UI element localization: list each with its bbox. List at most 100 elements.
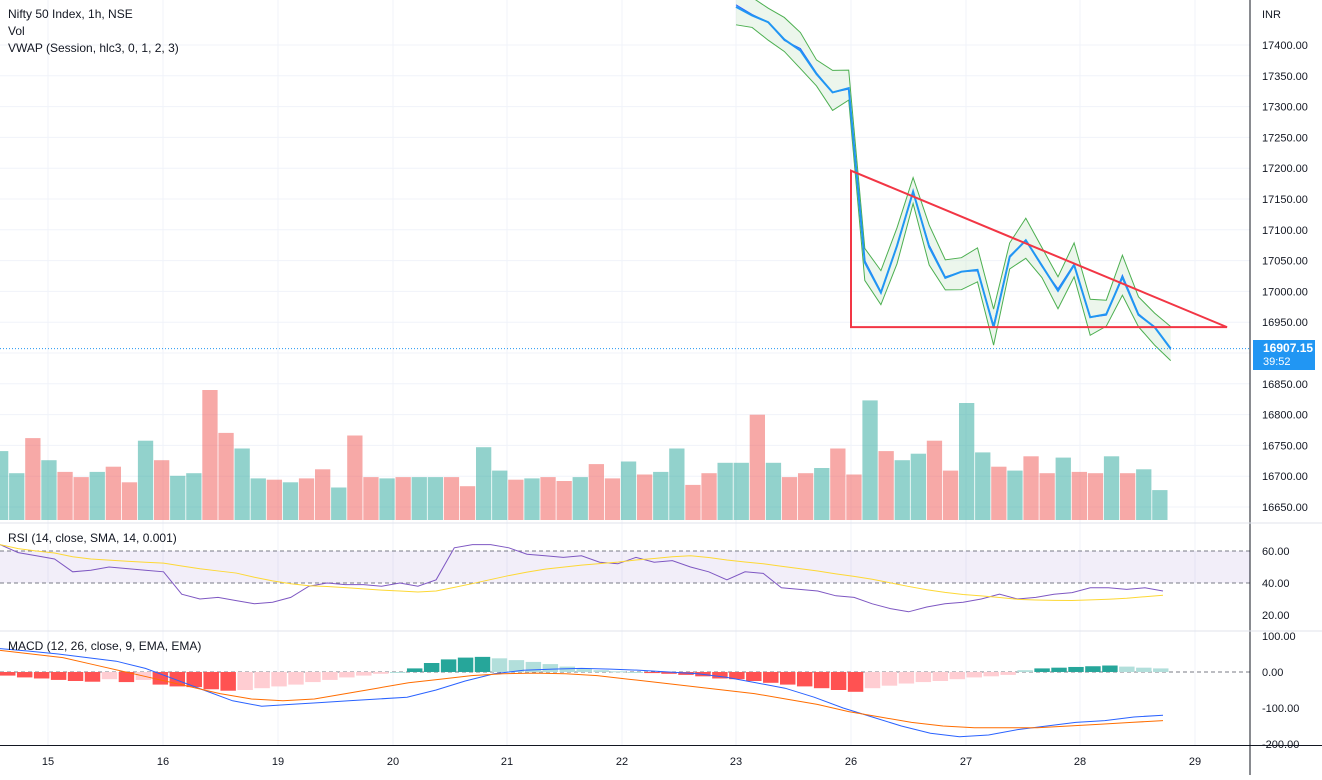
macd-histogram-bar [508,660,525,672]
volume-bar [637,474,653,520]
volume-bar [443,477,460,520]
macd-histogram-bar [644,672,660,674]
macd-histogram-bar [373,672,389,674]
macd-histogram-bar [0,672,16,676]
volume-bar [991,466,1007,520]
macd-histogram-bar [1102,665,1118,672]
x-tick-label: 29 [1189,756,1201,768]
macd-histogram-bar [1017,670,1033,672]
rsi-legend[interactable]: RSI (14, close, SMA, 14, 0.001) [8,531,177,545]
x-tick-label: 26 [845,756,857,768]
macd-pane[interactable] [0,648,1250,738]
x-tick-label: 21 [501,756,513,768]
symbol-title[interactable]: Nifty 50 Index, 1h, NSE [8,7,133,21]
volume-bar [1039,473,1055,520]
price-tick-label: 17100.00 [1262,225,1308,237]
volume-bar [1120,473,1136,520]
macd-histogram-bar [33,672,50,679]
volume-bar [781,477,798,520]
volume-bar [137,440,154,520]
macd-histogram-bar [763,672,779,683]
price-tick-label: 16950.00 [1262,317,1308,329]
volume-bar [73,477,89,520]
volume-bar [41,460,57,520]
volume-bar [363,477,379,520]
macd-legend[interactable]: MACD (12, 26, close, 9, EMA, EMA) [8,639,202,653]
macd-histogram-bar [457,657,474,672]
x-tick-label: 22 [616,756,628,768]
x-tick-label: 16 [157,756,169,768]
volume-bar [620,461,637,520]
volume-bar [266,479,282,520]
macd-histogram-bar [983,672,999,677]
vwap-lower-band [735,24,1172,361]
macd-histogram-bar [288,672,304,685]
macd-histogram-bar [949,672,966,680]
vwap-legend[interactable]: VWAP (Session, hlc3, 0, 1, 2, 3) [8,41,179,55]
macd-histogram-bar [305,672,321,683]
price-tick-label: 17050.00 [1262,256,1308,268]
macd-histogram-bar [559,666,576,672]
price-tick-label: 17250.00 [1262,132,1308,144]
vwap-band-fill [736,0,1171,361]
macd-histogram-bar [339,672,355,678]
volume-bar [347,435,363,520]
volume-bar [1071,471,1087,520]
x-tick-label: 27 [960,756,972,768]
volume-bar [89,471,105,520]
price-tick-label: 16650.00 [1262,502,1308,514]
price-tick-label: 17300.00 [1262,102,1308,114]
rsi-tick-label: 40.00 [1262,578,1290,590]
volume-bar [572,477,588,520]
macd-histogram-bar [1085,666,1101,672]
price-tick-label: 17200.00 [1262,163,1308,175]
volume-bar [604,478,621,520]
macd-histogram-bar [1153,668,1169,672]
volume-bar [685,484,701,520]
volume-bar [1087,473,1104,520]
macd-tick-label: 0.00 [1262,667,1283,679]
volume-bar [878,451,894,520]
vol-legend[interactable]: Vol [8,24,25,38]
volume-bar [556,481,572,520]
volume-bar [926,440,943,520]
price-tick-label: 16850.00 [1262,379,1308,391]
macd-histogram-bar [186,672,202,688]
volume-bar [1136,469,1152,520]
volume-bar [508,479,524,520]
volume-bar [717,462,733,520]
macd-histogram-bar [203,672,219,690]
volume-bar [411,477,427,520]
volume-bar [379,478,395,520]
volume-bar [1055,457,1071,520]
volume-bar [202,390,218,520]
volume-bar [669,448,685,520]
vwap-upper-band [755,0,1172,327]
volume-bars [0,390,1168,520]
price-tick-label: 16800.00 [1262,410,1308,422]
triangle-pattern [850,169,1228,329]
volume-bar [653,471,669,520]
rsi-line [0,544,1164,613]
macd-histogram-bar [1051,667,1067,672]
volume-bar [588,464,604,520]
price-pane[interactable] [0,0,1250,361]
rsi-pane[interactable] [0,544,1250,613]
macd-histogram-bar [915,672,932,683]
macd-histogram-bar [101,672,118,680]
macd-histogram-bar [898,672,915,684]
price-tick-label: 16700.00 [1262,471,1308,483]
macd-histogram-bar [712,672,728,679]
macd-histogram-bar [813,672,830,689]
volume-bar [282,482,299,520]
rsi-tick-label: 20.00 [1262,610,1290,622]
volume-bar [25,438,41,520]
macd-histogram-bar [220,672,236,691]
volume-bar [910,453,926,520]
volume-bar [250,478,266,520]
last-price: 16907.15 [1263,341,1314,355]
volume-bar [830,448,846,520]
volume-bar [1103,456,1120,520]
